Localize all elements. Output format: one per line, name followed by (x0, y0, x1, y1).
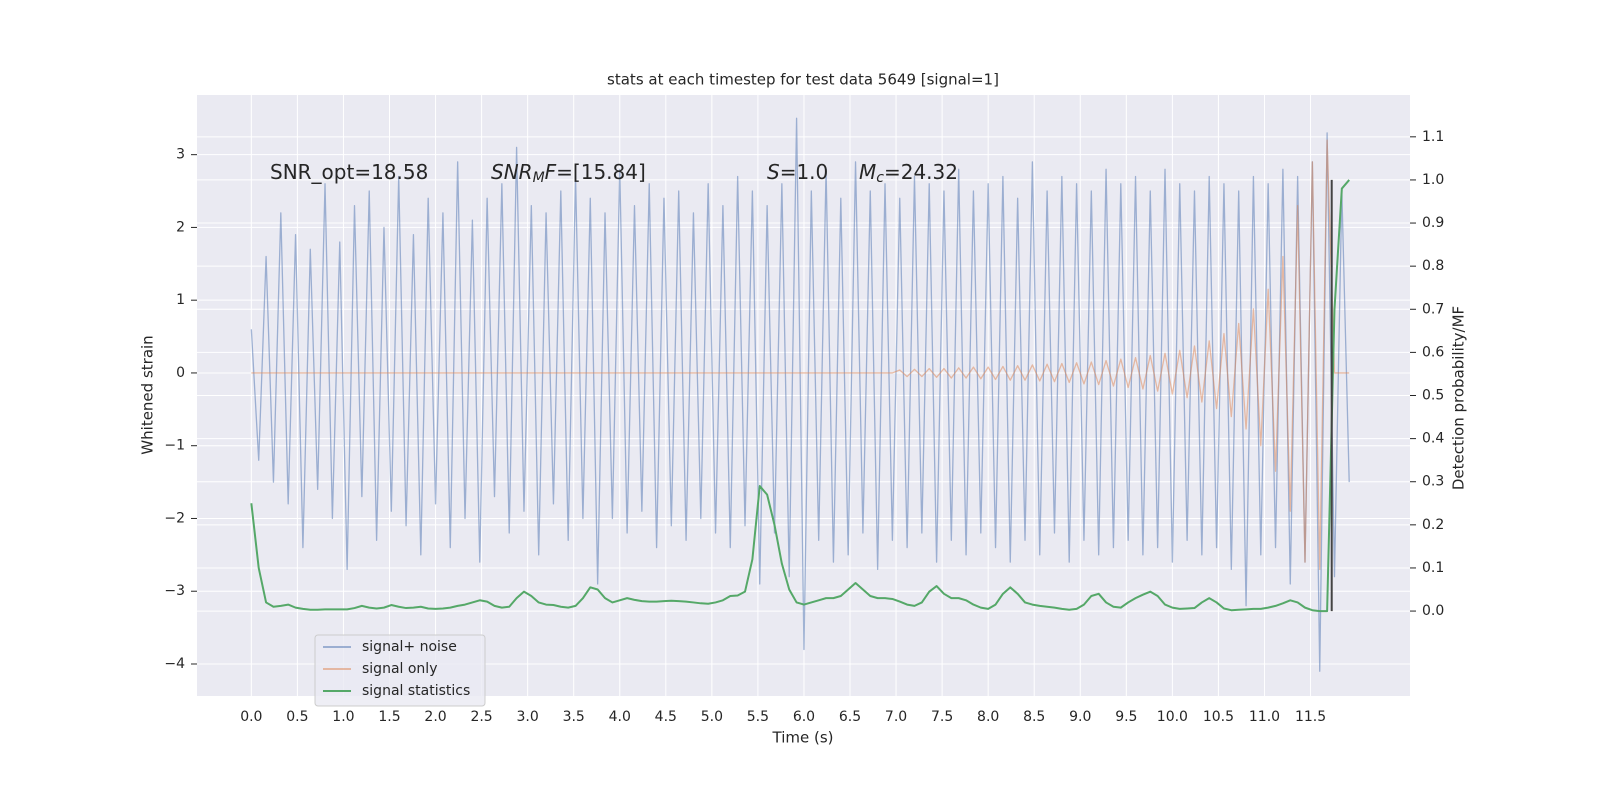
y2-axis-label: Detection probability/MF (1450, 306, 1468, 490)
x-tick-label: 6.5 (839, 709, 861, 725)
legend-label: signal only (362, 661, 437, 677)
y2-tick-label: 0.6 (1422, 344, 1444, 360)
legend-label: signal+ noise (362, 639, 457, 655)
annotation: S=1.0 (767, 160, 828, 184)
x-axis-label: Time (s) (772, 729, 834, 747)
x-tick-label: 11.5 (1295, 709, 1326, 725)
annotation-part: M (859, 160, 876, 184)
y2-tick-label: 1.1 (1422, 129, 1444, 145)
x-tick-label: 9.0 (1069, 709, 1091, 725)
y2-tick-label: 0.9 (1422, 215, 1444, 231)
y-tick-label: 0 (176, 365, 185, 381)
y2-tick-label: 0.4 (1422, 431, 1444, 447)
x-tick-label: 4.5 (655, 709, 677, 725)
x-tick-label: 5.0 (701, 709, 723, 725)
y-tick-label: −1 (164, 438, 185, 454)
x-tick-label: 7.0 (885, 709, 907, 725)
legend-box (314, 634, 486, 707)
x-tick-label: 3.5 (563, 709, 585, 725)
x-tick-label: 2.5 (470, 709, 492, 725)
legend: signal+ noise signal only signal statistic… (314, 634, 486, 707)
chart-title: stats at each timestep for test data 564… (607, 71, 999, 89)
y2-tick-label: 0.7 (1422, 301, 1444, 317)
annotation-part: =[15.84] (556, 160, 646, 184)
x-tick-label: 9.5 (1115, 709, 1137, 725)
annotation-part: c (876, 170, 884, 186)
series-line (250, 117, 1350, 672)
y-tick-label: −3 (164, 583, 185, 599)
series-line (250, 179, 1350, 613)
annotation-part: SNR_opt=18.58 (270, 160, 428, 184)
x-tick-label: 5.5 (747, 709, 769, 725)
x-tick-label: 8.0 (977, 709, 999, 725)
x-tick-label: 1.0 (332, 709, 354, 725)
annotation-part: =1.0 (780, 160, 829, 184)
y-tick-label: 3 (176, 147, 185, 163)
y2-tick-label: 0.8 (1422, 258, 1444, 274)
annotation: SNR_opt=18.58 (270, 160, 428, 184)
legend-label: signal statistics (362, 683, 470, 699)
annotation-part: SNR (491, 160, 533, 184)
x-tick-label: 3.0 (517, 709, 539, 725)
x-tick-label: 2.0 (424, 709, 446, 725)
annotation: Mc=24.32 (859, 160, 958, 187)
y-tick-label: −2 (164, 510, 185, 526)
x-tick-label: 1.5 (378, 709, 400, 725)
y2-tick-label: 0.1 (1422, 560, 1444, 576)
series-line (251, 139, 1350, 571)
y-tick-label: 2 (176, 219, 185, 235)
y-axis-label: Whitened strain (139, 335, 157, 454)
annotation-part: F (545, 160, 557, 184)
x-tick-label: 10.0 (1157, 709, 1188, 725)
y2-tick-label: 1.0 (1422, 172, 1444, 188)
annotation-part: =24.32 (884, 160, 958, 184)
x-tick-label: 0.5 (286, 709, 308, 725)
y-tick-label: −4 (164, 656, 185, 672)
x-tick-label: 7.5 (931, 709, 953, 725)
x-tick-label: 6.0 (793, 709, 815, 725)
annotation-part: M (533, 170, 545, 186)
y2-tick-label: 0.5 (1422, 388, 1444, 404)
overlay: 0.0 0.5 1.0 1.5 2.0 2.5 3.0 3.5 4.0 4.5 5.0 5.5 6.0 6… (164, 129, 1444, 725)
x-tick-label: 11.0 (1249, 709, 1280, 725)
x-tick-label: 4.0 (609, 709, 631, 725)
y2-tick-label: 0.2 (1422, 517, 1444, 533)
x-tick-label: 8.5 (1023, 709, 1045, 725)
x-tick-label: 0.0 (240, 709, 262, 725)
annotation: SNRMF=[15.84] (491, 160, 646, 187)
y-tick-label: 1 (176, 292, 185, 308)
y2-tick-label: 0.3 (1422, 474, 1444, 490)
y2-tick-label: 0.0 (1422, 603, 1444, 619)
marks (250, 117, 1350, 672)
annotation-part: S (767, 160, 780, 184)
x-tick-label: 10.5 (1203, 709, 1234, 725)
